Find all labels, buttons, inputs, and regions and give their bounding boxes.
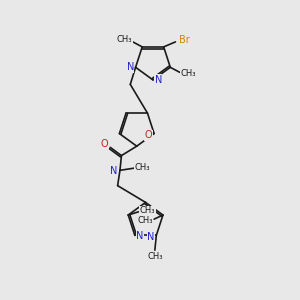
Text: CH₃: CH₃ bbox=[134, 163, 149, 172]
Text: CH₃: CH₃ bbox=[140, 206, 155, 215]
Text: N: N bbox=[147, 232, 155, 242]
Text: CH₃: CH₃ bbox=[147, 252, 163, 261]
Text: N: N bbox=[154, 75, 162, 85]
Text: CH₃: CH₃ bbox=[117, 35, 132, 44]
Text: N: N bbox=[127, 62, 134, 72]
Text: N: N bbox=[110, 166, 118, 176]
Text: O: O bbox=[144, 130, 152, 140]
Text: Br: Br bbox=[179, 35, 190, 45]
Text: CH₃: CH₃ bbox=[181, 69, 196, 78]
Text: O: O bbox=[100, 139, 108, 149]
Text: CH₃: CH₃ bbox=[137, 216, 153, 225]
Text: N: N bbox=[136, 231, 144, 241]
